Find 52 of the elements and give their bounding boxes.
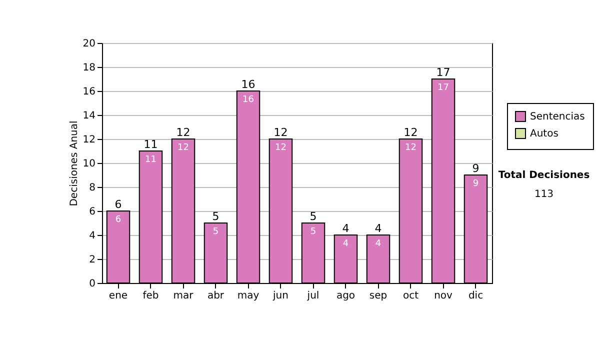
x-tick-label: mar — [173, 290, 194, 302]
text: Total Decisiones — [497, 170, 591, 181]
total-label: 4 — [374, 222, 382, 235]
data-label: 16 — [242, 95, 254, 105]
total-label: 5 — [310, 210, 317, 223]
y-tick-label: 14 — [82, 110, 96, 122]
data-label: 4 — [342, 239, 349, 249]
y-tick-label: 2 — [89, 254, 96, 266]
data-label: 12 — [275, 143, 286, 153]
x-tick-label: feb — [142, 290, 159, 302]
y-tick-label: 6 — [89, 206, 96, 218]
y-tick-label: 0 — [89, 278, 96, 290]
data-label: 12 — [178, 143, 189, 153]
x-tick-label: ene — [108, 290, 128, 302]
x-tick-label: sep — [369, 290, 388, 302]
y-tick-label: 16 — [82, 86, 96, 98]
x-tick-label: jun — [272, 290, 288, 302]
y-tick-label: 10 — [82, 158, 96, 170]
data-label: 5 — [310, 227, 316, 237]
total-label: 17 — [436, 66, 450, 79]
x-tick-label: dic — [468, 290, 484, 302]
y-tick-label: 4 — [89, 230, 96, 242]
total-label: 9 — [472, 162, 480, 175]
data-label: 12 — [405, 143, 416, 153]
legend-label: Sentencias — [530, 112, 585, 122]
text: 113 — [533, 189, 555, 200]
data-label: 4 — [375, 239, 382, 249]
data-label: 9 — [472, 179, 479, 189]
total-label: 6 — [114, 198, 122, 211]
total-label: 12 — [274, 126, 288, 139]
y-tick-label: 20 — [82, 38, 96, 50]
total-label: 12 — [176, 126, 190, 139]
data-label: 17 — [438, 83, 449, 93]
total-label: 5 — [212, 210, 220, 223]
x-tick-label: oct — [402, 290, 419, 302]
x-tick-label: nov — [434, 290, 453, 302]
data-label: 5 — [212, 227, 219, 237]
data-label: 11 — [145, 155, 156, 165]
y-tick-label: 12 — [82, 134, 96, 146]
y-tick-label: 18 — [82, 62, 96, 74]
x-tick-label: ago — [336, 290, 356, 302]
total-label: 11 — [144, 138, 158, 151]
total-label: 16 — [241, 78, 256, 91]
total-label: 12 — [404, 126, 418, 139]
x-tick-label: jul — [306, 290, 320, 302]
legend-label: Autos — [530, 128, 558, 140]
x-tick-label: abr — [207, 290, 225, 302]
total-label: 4 — [342, 222, 350, 235]
y-tick-label: 8 — [89, 182, 96, 194]
y-axis-title: Decisiones Anual — [68, 120, 80, 206]
x-tick-label: may — [237, 290, 260, 302]
data-label: 6 — [115, 215, 122, 225]
